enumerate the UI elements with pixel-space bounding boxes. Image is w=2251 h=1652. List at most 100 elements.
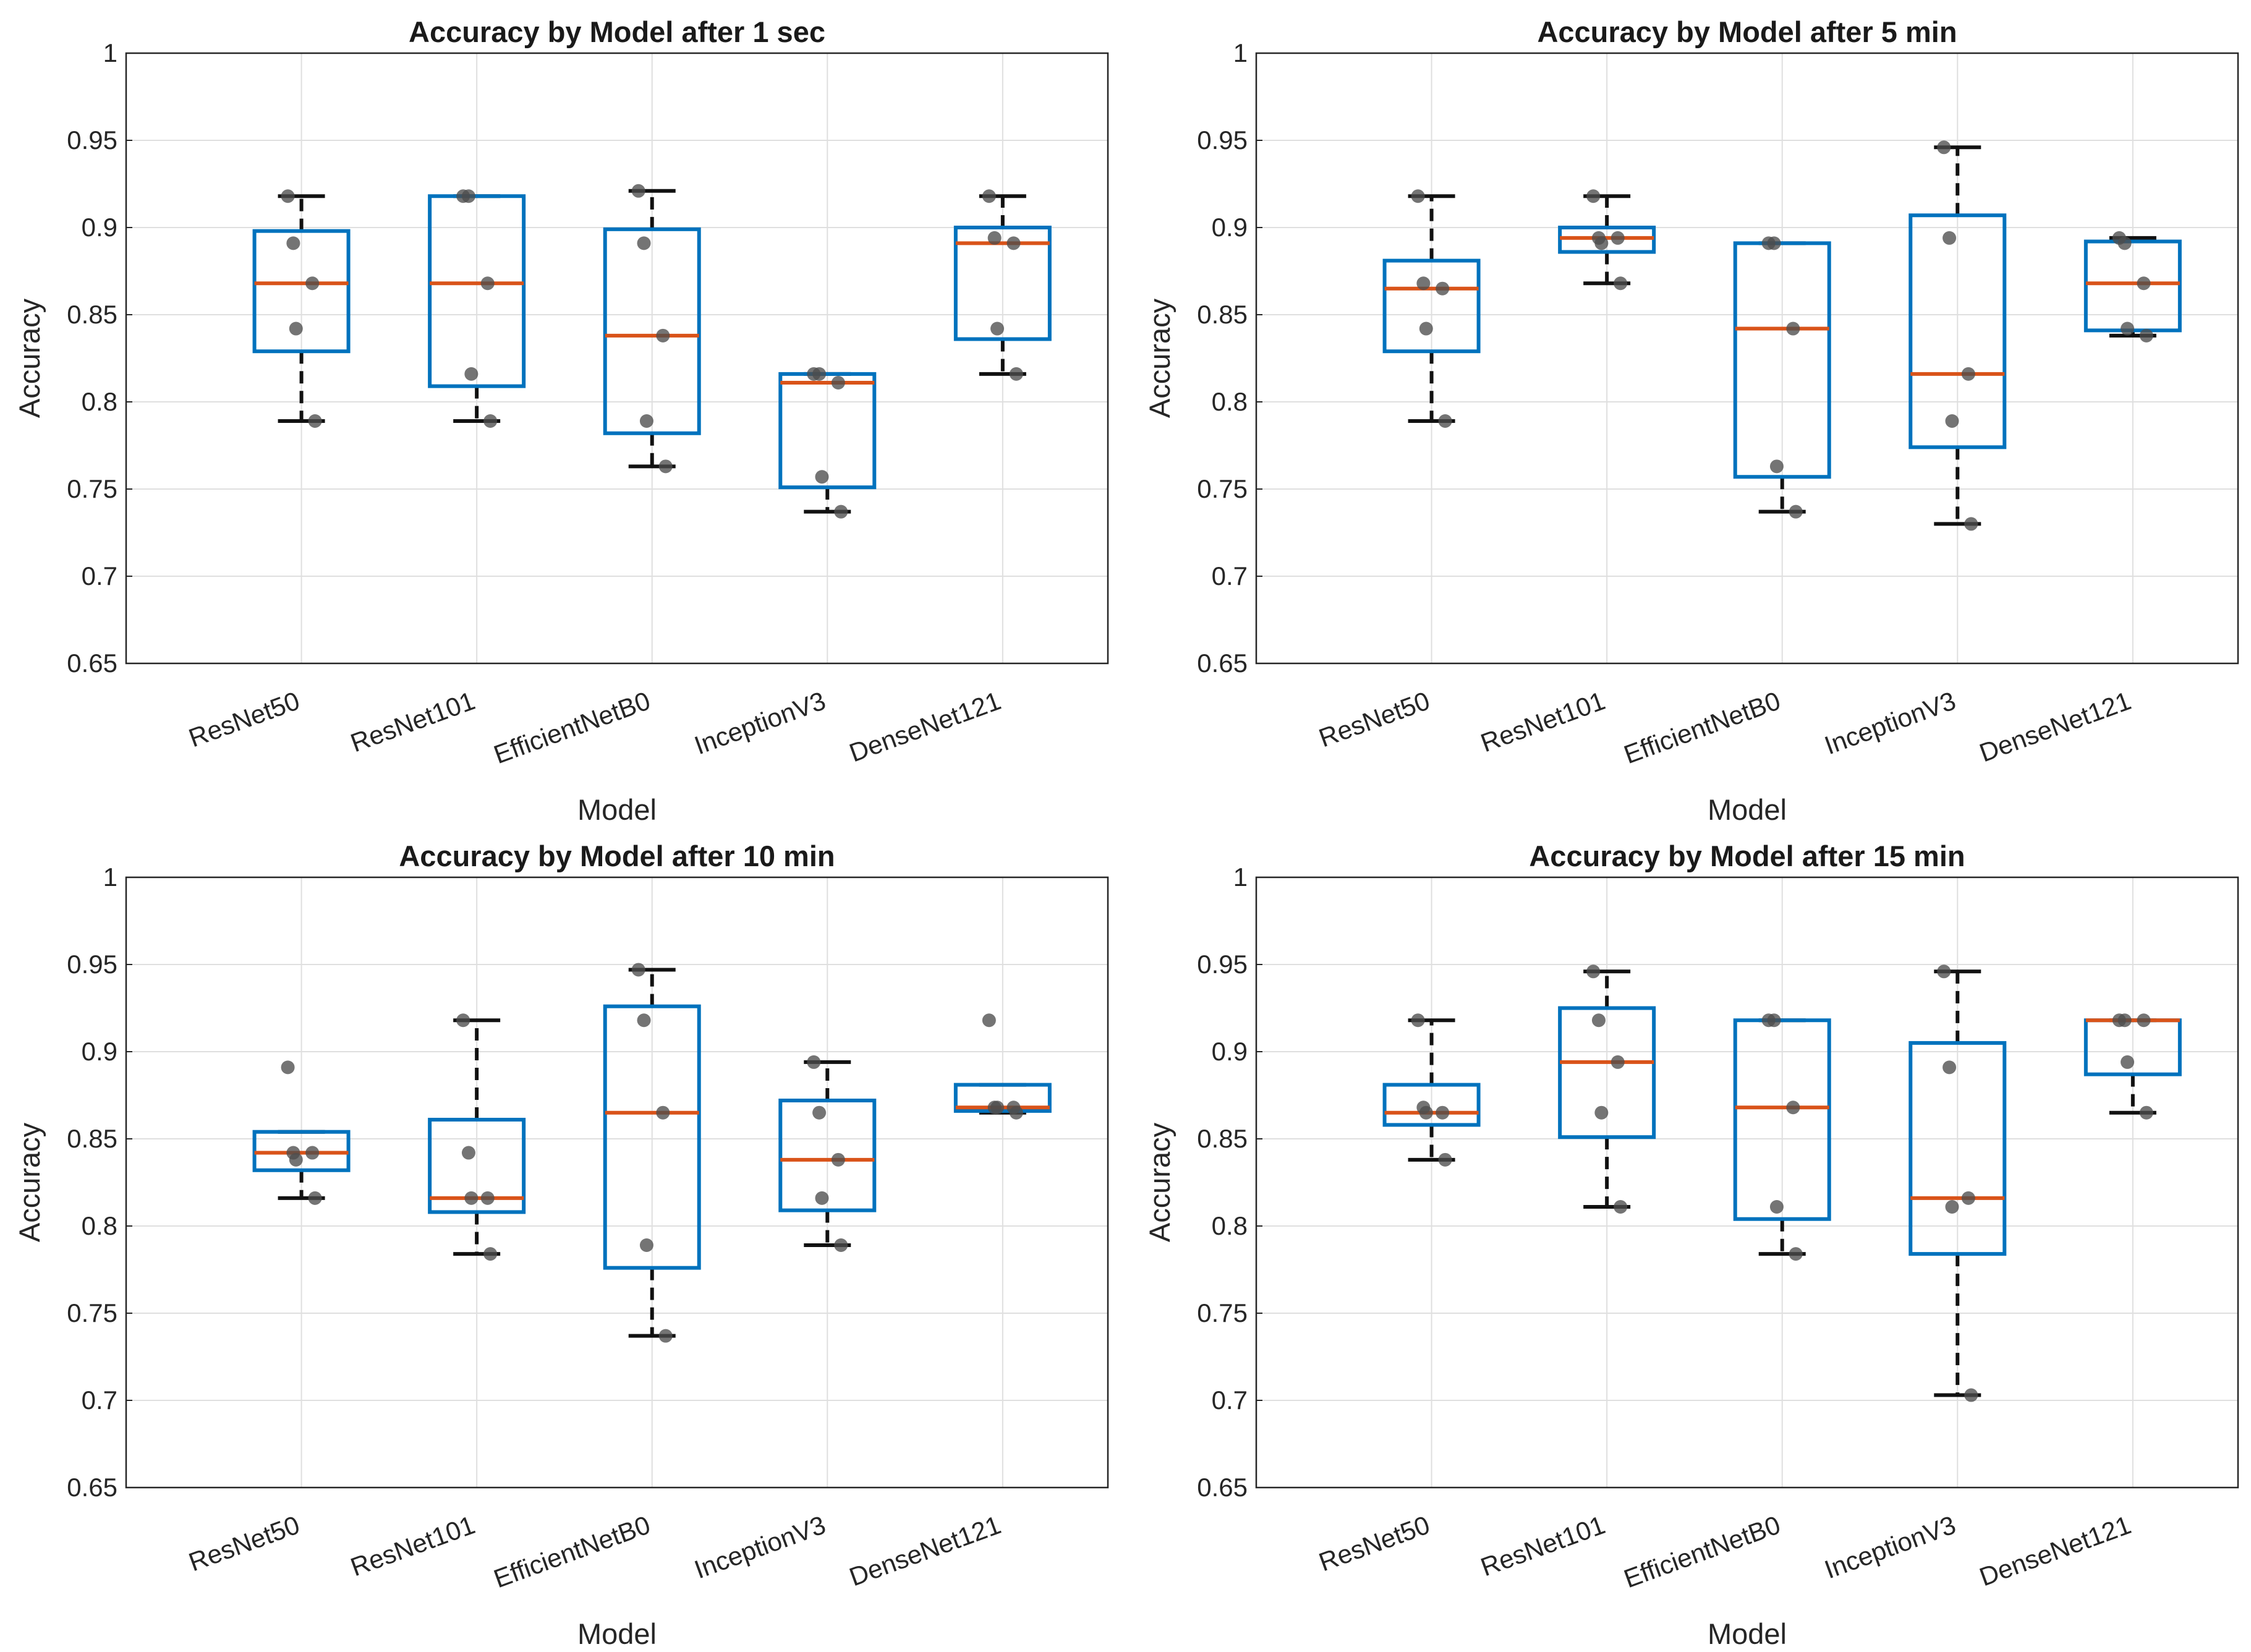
data-point	[281, 1060, 295, 1075]
data-point	[637, 236, 651, 250]
data-point	[480, 1191, 495, 1205]
iqr-box	[953, 226, 1052, 341]
data-point	[815, 470, 829, 484]
y-tick-label: 0.8	[1212, 387, 1248, 416]
box-ResNet101	[1558, 189, 1656, 291]
data-point	[2121, 321, 2135, 336]
box-EfficientNetB0	[603, 184, 701, 474]
data-point	[1438, 414, 1452, 428]
data-point	[281, 189, 295, 203]
data-point	[1961, 367, 1975, 381]
x-tick-label: InceptionV3	[1821, 686, 1960, 760]
data-point	[639, 1238, 653, 1253]
chart-title: Accuracy by Model after 15 min	[1529, 840, 1965, 872]
box-EfficientNetB0	[1733, 1013, 1831, 1261]
data-point	[656, 328, 670, 343]
data-point	[1411, 1013, 1425, 1028]
y-tick-label: 0.7	[1212, 561, 1248, 590]
data-point	[461, 189, 475, 203]
box-ResNet50	[1382, 1013, 1481, 1167]
data-point	[2139, 1105, 2153, 1120]
plot-area	[126, 877, 1108, 1488]
y-tick-label: 0.9	[82, 213, 117, 242]
box-EfficientNetB0	[603, 963, 701, 1343]
data-point	[656, 1105, 670, 1120]
data-point	[990, 1101, 1005, 1115]
chart-panel-2: 0.65 0.7 0.75 0.8 0.85 0.9 0.95 1 ResNet50 ResNet…	[1143, 15, 2239, 826]
x-tick-label: ResNet101	[347, 1510, 479, 1582]
x-tick-label: DenseNet121	[846, 686, 1005, 767]
x-tick-label: ResNet101	[347, 686, 479, 757]
y-tick-label: 0.75	[67, 474, 117, 503]
x-axis-label: Model	[577, 793, 657, 826]
data-point	[1937, 140, 1951, 155]
y-tick-label: 1	[1233, 38, 1248, 67]
box-DenseNet121	[2083, 231, 2182, 343]
iqr-box	[428, 194, 526, 388]
chart-title: Accuracy by Model after 5 min	[1537, 15, 1957, 48]
data-point	[2137, 1013, 2151, 1028]
data-point	[289, 1152, 303, 1167]
data-point	[1769, 459, 1784, 474]
data-point	[1937, 964, 1951, 979]
box-DenseNet121	[953, 189, 1052, 381]
data-point	[990, 321, 1005, 336]
data-point	[1614, 1199, 1628, 1214]
data-point	[987, 231, 1002, 245]
iqr-box	[252, 229, 351, 354]
data-point	[831, 1152, 845, 1167]
box-EfficientNetB0	[1733, 236, 1831, 519]
y-axis-label: Accuracy	[1143, 1122, 1176, 1242]
data-point	[483, 1247, 498, 1261]
y-tick-label: 0.65	[67, 649, 117, 678]
data-point	[1964, 1388, 1978, 1402]
box-ResNet101	[1558, 964, 1656, 1214]
data-point	[308, 1191, 322, 1205]
x-tick-label: ResNet101	[1477, 1510, 1609, 1582]
data-point	[1006, 236, 1021, 250]
data-point	[1945, 1199, 1959, 1214]
data-point	[658, 1329, 673, 1343]
data-point	[1611, 1055, 1625, 1069]
data-point	[1767, 236, 1781, 250]
data-point	[1767, 1013, 1781, 1028]
data-point	[639, 414, 653, 428]
axes-frame	[125, 52, 1109, 665]
iqr-box	[778, 1098, 877, 1212]
data-point	[480, 276, 495, 291]
y-tick-label: 0.9	[82, 1037, 117, 1066]
y-tick-label: 0.95	[67, 126, 117, 155]
iqr-box	[1382, 1083, 1481, 1127]
data-point	[1786, 1101, 1800, 1115]
chart-panel-3: 0.65 0.7 0.75 0.8 0.85 0.9 0.95 1 ResNet50 ResNet…	[13, 840, 1109, 1650]
y-tick-label: 0.85	[1197, 1124, 1248, 1153]
iqr-box	[1908, 213, 2007, 449]
data-point	[308, 414, 322, 428]
box-InceptionV3	[778, 1055, 877, 1253]
data-point	[305, 1146, 320, 1160]
data-point	[464, 1191, 479, 1205]
data-point	[982, 189, 996, 203]
axes-frame	[125, 876, 1109, 1489]
axes-frame	[1255, 876, 2239, 1489]
data-point	[1436, 1105, 1450, 1120]
data-point	[1419, 1105, 1433, 1120]
y-tick-label: 0.9	[1212, 213, 1248, 242]
y-tick-label: 0.85	[67, 300, 117, 329]
x-tick-label: EfficientNetB0	[1620, 686, 1784, 769]
box-ResNet50	[1382, 189, 1481, 428]
x-tick-label: EfficientNetB0	[490, 686, 653, 769]
data-point	[1586, 189, 1601, 203]
iqr-box	[428, 1117, 526, 1214]
data-point	[305, 276, 320, 291]
chart-title: Accuracy by Model after 10 min	[399, 840, 835, 872]
chart-panel-1: 0.65 0.7 0.75 0.8 0.85 0.9 0.95 1 ResNet50 ResNet…	[13, 15, 1109, 826]
data-point	[1614, 276, 1628, 291]
iqr-box	[1382, 258, 1481, 354]
y-tick-label: 0.75	[1197, 474, 1248, 503]
iqr-box	[778, 372, 877, 490]
x-tick-label: EfficientNetB0	[490, 1510, 653, 1593]
axes-frame	[1255, 52, 2239, 665]
iqr-box	[1733, 1018, 1831, 1221]
y-tick-label: 0.95	[67, 950, 117, 979]
